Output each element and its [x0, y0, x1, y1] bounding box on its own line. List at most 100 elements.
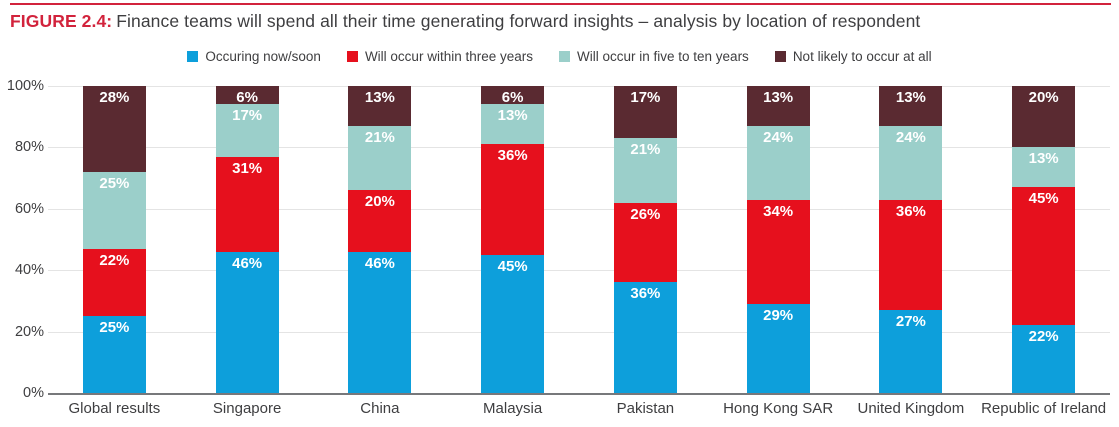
bar-segment-will-occur-in-five-to-ten-years: 21% — [348, 125, 412, 191]
bar-global-results: 25% 22% 25% 28% — [82, 86, 146, 393]
legend-label: Will occur within three years — [364, 49, 533, 64]
category-label-singapore: Singapore — [212, 400, 282, 417]
bar-pakistan: 36% 26% 21% 17% — [613, 86, 677, 393]
bar-hong-kong-sar: 29% 34% 24% 13% — [746, 86, 810, 393]
segment-value-label: 21% — [364, 128, 395, 146]
segment-value-label: 20% — [364, 193, 395, 211]
legend-swatch-icon — [774, 51, 786, 62]
segment-value-label: 13% — [497, 107, 528, 125]
category-label-pakistan: Pakistan — [616, 400, 675, 417]
bar-segment-will-occur-in-five-to-ten-years: 13% — [481, 104, 545, 145]
segment-value-label: 29% — [763, 306, 794, 324]
y-tick-label-60: 60% — [14, 200, 44, 217]
segment-value-label: 46% — [232, 254, 263, 272]
bar-segment-will-occur-in-five-to-ten-years: 24% — [879, 125, 943, 200]
segment-value-label: 24% — [895, 128, 926, 146]
bar-segment-will-occur-within-three-years: 22% — [82, 248, 146, 317]
segment-value-label: 45% — [1028, 190, 1059, 208]
bar-republic-of-ireland: 22% 45% 13% 20% — [1012, 86, 1076, 393]
bar-segment-occuring-now-soon: 36% — [613, 282, 677, 393]
segment-value-label: 36% — [630, 285, 661, 303]
segment-value-label: 13% — [895, 89, 926, 107]
y-axis: 0% 20% 40% 60% 80% 100% — [0, 78, 44, 401]
legend-item-will-occur-in-five-to-ten-years: Will occur in five to ten years — [559, 49, 749, 64]
legend-item-not-likely-to-occur-at-all: Not likely to occur at all — [774, 49, 932, 64]
bar-segment-occuring-now-soon: 29% — [746, 303, 810, 393]
y-tick-label-100: 100% — [6, 78, 44, 94]
figure-title: FIGURE 2.4: Finance teams will spend all … — [10, 11, 920, 32]
bar-segment-will-occur-in-five-to-ten-years: 13% — [1012, 147, 1076, 188]
bar-segment-will-occur-within-three-years: 20% — [348, 190, 412, 252]
bar-malaysia: 45% 36% 13% 6% — [481, 86, 545, 393]
plot-area: 25% 22% 25% 28% 46% 31% 17% 6% 46% 20% 21% 13% 45% 36… — [48, 86, 1110, 395]
bar-segment-will-occur-in-five-to-ten-years: 17% — [215, 104, 279, 157]
figure-label: FIGURE 2.4: — [10, 11, 113, 31]
y-tick-label-40: 40% — [14, 262, 44, 279]
segment-value-label: 31% — [232, 159, 263, 177]
segment-value-label: 17% — [630, 89, 661, 107]
y-tick-label-80: 80% — [14, 139, 44, 156]
segment-value-label: 6% — [236, 89, 258, 107]
segment-value-label: 24% — [763, 128, 794, 146]
segment-value-label: 17% — [232, 107, 263, 125]
category-label-global-results: Global results — [68, 400, 161, 417]
segment-value-label: 45% — [497, 257, 528, 275]
bar-segment-occuring-now-soon: 25% — [82, 316, 146, 393]
legend-label: Will occur in five to ten years — [577, 49, 749, 64]
legend-swatch-icon — [187, 51, 199, 62]
gridline-100 — [48, 86, 1110, 87]
segment-value-label: 36% — [895, 202, 926, 220]
bar-segment-will-occur-in-five-to-ten-years: 21% — [613, 138, 677, 203]
gridline-60 — [48, 208, 1110, 210]
category-label-malaysia: Malaysia — [483, 400, 543, 417]
segment-value-label: 20% — [1028, 89, 1059, 107]
bar-segment-not-likely-to-occur-at-all: 17% — [613, 86, 677, 139]
segment-value-label: 22% — [99, 251, 130, 269]
category-label-hong-kong-sar: Hong Kong SAR — [723, 400, 834, 417]
bar-segment-will-occur-within-three-years: 34% — [746, 199, 810, 304]
legend-swatch-icon — [346, 51, 358, 62]
bar-segment-not-likely-to-occur-at-all: 28% — [82, 86, 146, 172]
bar-segment-occuring-now-soon: 45% — [481, 254, 545, 393]
legend-swatch-icon — [559, 51, 570, 62]
bar-segment-not-likely-to-occur-at-all: 20% — [1012, 86, 1076, 148]
bar-segment-not-likely-to-occur-at-all: 13% — [879, 86, 943, 126]
bar-segment-will-occur-within-three-years: 26% — [613, 202, 677, 283]
y-tick-label-20: 20% — [14, 323, 44, 340]
segment-value-label: 13% — [763, 89, 794, 107]
legend-label: Occuring now/soon — [205, 49, 321, 64]
bar-china: 46% 20% 21% 13% — [348, 86, 412, 393]
bar-segment-will-occur-in-five-to-ten-years: 24% — [746, 125, 810, 200]
figure-top-rule — [10, 3, 1111, 5]
category-label-china: China — [360, 400, 400, 417]
segment-value-label: 13% — [1028, 150, 1059, 168]
category-label-united-kingdom: United Kingdom — [857, 400, 965, 417]
bar-segment-occuring-now-soon: 46% — [348, 251, 412, 393]
segment-value-label: 22% — [1028, 328, 1059, 346]
x-axis-labels: Global results Singapore China Malaysia Paki… — [48, 400, 1110, 424]
segment-value-label: 27% — [895, 313, 926, 331]
legend: Occuring now/soon Will occur within three… — [0, 49, 1119, 64]
bar-segment-occuring-now-soon: 22% — [1012, 325, 1076, 393]
gridline-20 — [48, 331, 1110, 333]
bar-segment-not-likely-to-occur-at-all: 6% — [481, 86, 545, 107]
segment-value-label: 13% — [364, 89, 395, 107]
bar-segment-will-occur-within-three-years: 45% — [1012, 187, 1076, 326]
segment-value-label: 46% — [364, 254, 395, 272]
bar-segment-occuring-now-soon: 46% — [215, 251, 279, 393]
bar-united-kingdom: 27% 36% 24% 13% — [879, 86, 943, 393]
segment-value-label: 36% — [497, 147, 528, 165]
legend-item-will-occur-within-three-years: Will occur within three years — [346, 49, 533, 64]
bar-segment-not-likely-to-occur-at-all: 6% — [215, 86, 279, 107]
x-axis-line — [48, 393, 1110, 395]
segment-value-label: 26% — [630, 205, 661, 223]
bar-segment-occuring-now-soon: 27% — [879, 310, 943, 393]
figure-title-text: Finance teams will spend all their time … — [116, 11, 921, 31]
segment-value-label: 6% — [501, 89, 524, 107]
segment-value-label: 34% — [763, 202, 794, 220]
bar-segment-will-occur-within-three-years: 36% — [481, 144, 545, 255]
segment-value-label: 25% — [99, 174, 130, 192]
bar-segment-not-likely-to-occur-at-all: 13% — [746, 86, 810, 126]
bar-segment-not-likely-to-occur-at-all: 13% — [348, 86, 412, 126]
